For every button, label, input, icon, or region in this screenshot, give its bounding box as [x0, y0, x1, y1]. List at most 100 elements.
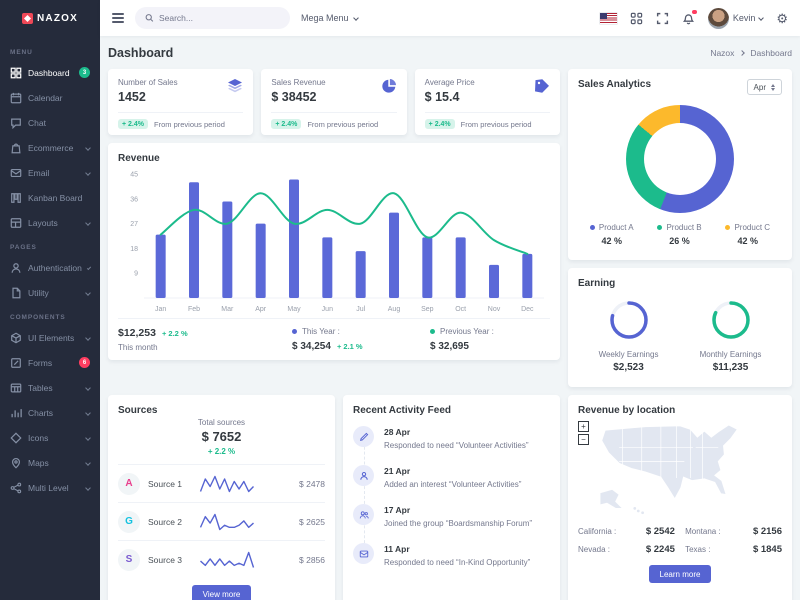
share-icon — [10, 482, 22, 493]
chevron-down-icon — [85, 289, 91, 296]
notification-dot — [692, 9, 697, 14]
table-icon — [10, 383, 22, 392]
sidebar-item-charts[interactable]: Charts — [0, 400, 100, 425]
sidebar-section-pages: PAGES — [10, 244, 37, 251]
sidebar-section-components: COMPONENTS — [10, 314, 66, 321]
card-sources: Sources Total sources $ 7652 + 2.2 % A S… — [108, 395, 335, 600]
sidebar-item-chat[interactable]: Chat — [0, 110, 100, 135]
sidebar-item-calendar[interactable]: Calendar — [0, 85, 100, 110]
sidebar-item-ecommerce[interactable]: Ecommerce — [0, 135, 100, 160]
sidebar-item-tables[interactable]: Tables — [0, 375, 100, 400]
weekly-earnings: Weekly Earnings $2,523 — [599, 297, 658, 373]
source-3-sparkline — [200, 551, 255, 568]
sidebar-item-layouts[interactable]: Layouts — [0, 210, 100, 235]
svg-text:Jun: Jun — [322, 306, 333, 313]
change-badge: + 2.4% — [118, 119, 148, 129]
source-1-sparkline — [199, 475, 255, 492]
number-of-sales-value: 1452 — [118, 90, 146, 104]
main-area: Mega Menu Kevin — [100, 0, 800, 600]
source-2-icon: G — [118, 510, 140, 533]
svg-text:May: May — [287, 306, 301, 313]
notifications-button[interactable] — [682, 9, 697, 25]
sidebar-item-multi-level[interactable]: Multi Level — [0, 475, 100, 500]
package-icon — [11, 332, 21, 343]
brand-logo[interactable]: NAZOX — [0, 0, 100, 36]
period-select[interactable]: Apr — [746, 79, 782, 95]
chevron-down-icon — [86, 265, 92, 270]
svg-text:Feb: Feb — [188, 306, 200, 313]
weekly-earnings-radial-chart — [609, 301, 648, 339]
page-title: Dashboard — [108, 46, 174, 60]
breadcrumb-parent[interactable]: Nazox — [710, 48, 735, 58]
sidebar-item-email[interactable]: Email — [0, 160, 100, 185]
source-row-3: S Source 3 $ 2856 — [118, 540, 325, 578]
svg-text:Nov: Nov — [488, 306, 501, 313]
sidebar-item-ui-elements[interactable]: UI Elements — [0, 325, 100, 350]
legend-product-c: Product C 42 % — [725, 223, 770, 246]
tag-icon — [534, 79, 549, 93]
legend-dot — [589, 225, 595, 230]
diamond-icon — [10, 431, 22, 444]
menu-toggle-button[interactable] — [112, 13, 124, 23]
us-map[interactable] — [585, 418, 775, 518]
activity-item: 17 Apr Joined the group “Boardsmanship F… — [353, 504, 550, 543]
svg-text:36: 36 — [130, 196, 138, 203]
chevron-down-icon — [85, 169, 91, 176]
svg-text:45: 45 — [130, 172, 138, 179]
dashboard-badge: 3 — [79, 67, 90, 78]
mega-menu-button[interactable]: Mega Menu — [301, 13, 359, 23]
sidebar-item-utility[interactable]: Utility — [0, 280, 100, 305]
map-zoom-in-button[interactable]: + — [578, 421, 589, 432]
sales-donut-chart — [626, 105, 734, 213]
calendar-icon — [10, 92, 22, 103]
source-3-icon: S — [118, 548, 140, 571]
layers-icon — [228, 79, 243, 93]
this-year-value: $ 34,254 — [292, 341, 331, 352]
svg-text:Apr: Apr — [255, 306, 267, 313]
settings-gear-button[interactable]: ⚙ — [776, 10, 788, 26]
location-texas: Texas : $ 1845 — [685, 543, 782, 555]
chevron-down-icon — [352, 15, 359, 21]
sidebar-item-dashboard[interactable]: Dashboard 3 — [0, 60, 100, 85]
view-more-button[interactable]: View more — [191, 585, 252, 600]
location-california: California : $ 2542 — [578, 525, 675, 537]
language-flag-us[interactable] — [599, 12, 617, 24]
card-sales-revenue: Sales Revenue $ 38452 + 2.4% From previo… — [261, 69, 407, 135]
global-search — [135, 7, 290, 29]
fullscreen-button[interactable] — [656, 12, 669, 25]
sidebar-item-icons[interactable]: Icons — [0, 425, 100, 450]
svg-text:Aug: Aug — [388, 306, 401, 313]
chevron-down-icon — [85, 384, 91, 391]
file-icon — [12, 287, 21, 298]
user-avatar — [707, 7, 729, 29]
svg-text:Dec: Dec — [521, 306, 534, 313]
sidebar-nav: MENU Dashboard 3 Calendar Chat Ecommerce — [0, 36, 100, 500]
user-icon — [353, 465, 374, 486]
kanban-icon — [11, 192, 21, 203]
search-input[interactable] — [158, 13, 280, 23]
brand-logo-icon — [22, 12, 33, 24]
chevron-down-icon — [85, 434, 91, 441]
user-menu[interactable]: Kevin — [707, 7, 765, 29]
revenue-month-value: $12,253 — [118, 327, 156, 339]
sidebar-item-authentication[interactable]: Authentication — [0, 255, 100, 280]
map-zoom-out-button[interactable]: − — [578, 434, 589, 445]
sales-revenue-value: $ 38452 — [271, 90, 317, 104]
mail-icon — [10, 168, 22, 177]
activity-item: 11 Apr Responded to need “In-Kind Opport… — [353, 543, 550, 569]
sidebar-item-kanban-board[interactable]: Kanban Board — [0, 185, 100, 210]
card-number-of-sales: Number of Sales 1452 + 2.4% From previou… — [108, 69, 254, 135]
apps-grid-button[interactable] — [630, 12, 643, 25]
monthly-earnings-radial-chart — [711, 301, 750, 339]
total-sources-value: $ 7652 — [201, 429, 242, 444]
sidebar-item-maps[interactable]: Maps — [0, 450, 100, 475]
pie-chart-icon — [381, 79, 396, 93]
learn-more-button[interactable]: Learn more — [648, 565, 712, 583]
svg-text:18: 18 — [130, 246, 138, 253]
brand-name: NAZOX — [37, 12, 78, 24]
chevron-down-icon — [85, 334, 91, 341]
sidebar-item-forms[interactable]: Forms 6 — [0, 350, 100, 375]
previous-year-value: $ 32,695 — [430, 341, 469, 352]
svg-text:Mar: Mar — [221, 306, 234, 313]
